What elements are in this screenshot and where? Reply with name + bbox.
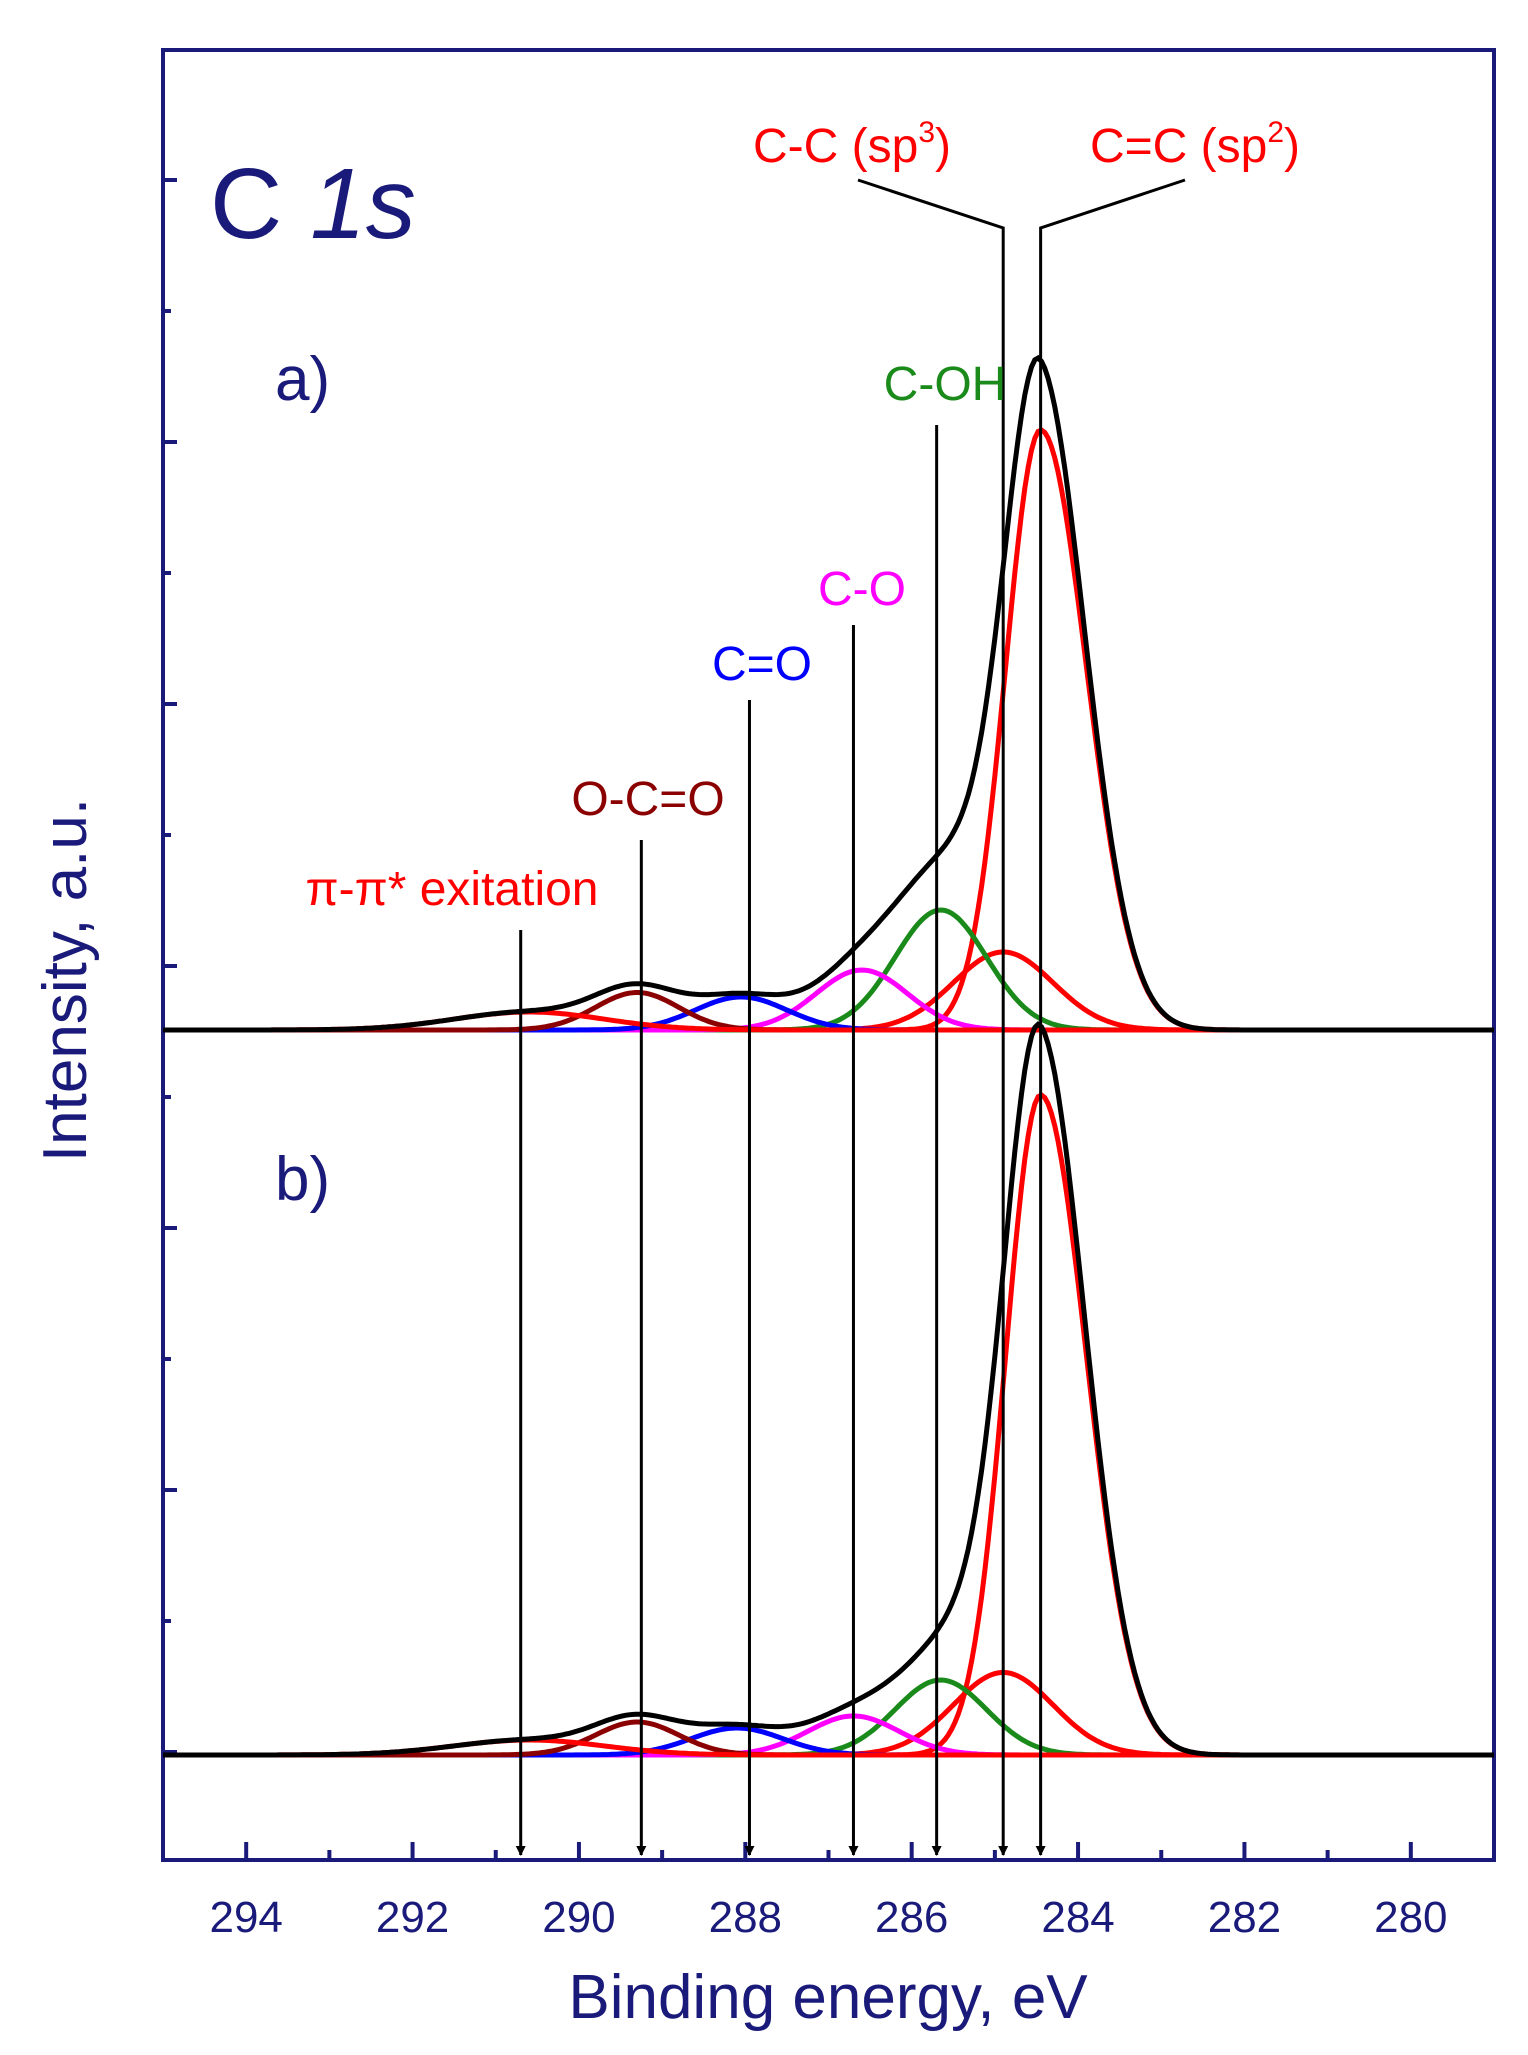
envelope-curve xyxy=(163,354,1494,1033)
component-curve-c_oh xyxy=(163,1677,1494,1758)
x-tick-label: 286 xyxy=(875,1893,948,1942)
plot-frame xyxy=(161,48,1496,1862)
title-element: C xyxy=(210,148,282,260)
component-curve-c_o xyxy=(163,967,1494,1033)
x-axis-title: Binding energy, eV xyxy=(568,1963,1088,2032)
fitted-curves xyxy=(163,354,1494,1758)
peak-label-pi_pi: π-π* exitation xyxy=(305,863,598,916)
envelope-curve xyxy=(163,1021,1494,1758)
x-tick-label: 290 xyxy=(542,1893,615,1942)
peak-label-o_c_eq_o: O-C=O xyxy=(571,773,724,826)
y-axis-title: Intensity, a.u. xyxy=(31,798,100,1162)
y-axis-ticks xyxy=(163,178,177,1754)
x-tick-label: 284 xyxy=(1041,1893,1114,1942)
component-curve-c_eq_o xyxy=(163,1725,1494,1758)
panel-label-a: a) xyxy=(275,345,330,414)
chart-title: C 1s xyxy=(210,148,416,260)
component-curve-sp2 xyxy=(163,427,1494,1033)
title-orbital: 1s xyxy=(310,148,416,260)
peak-labels: π-π* exitation O-C=O C=OC-O C-OH C-C (sp3) C=… xyxy=(305,116,1300,916)
peak-label-sp3: C-C (sp3) xyxy=(753,116,951,173)
x-tick-label: 288 xyxy=(709,1893,782,1942)
peak-label-c_eq_o: C=O xyxy=(712,638,812,691)
x-axis-ticks: 294 292 290 288 286 284 282 280 xyxy=(161,1842,1496,1942)
panel-baselines xyxy=(163,1027,1494,1758)
peak-label-c_o: C-O xyxy=(818,563,906,616)
pointer-line-sp3 xyxy=(857,178,1009,1856)
component-curve-c_eq_o xyxy=(163,994,1494,1033)
x-tick-label: 282 xyxy=(1208,1893,1281,1942)
x-tick-label: 292 xyxy=(376,1893,449,1942)
x-tick-label: 280 xyxy=(1374,1893,1447,1942)
peak-label-sp2: C=C (sp2) xyxy=(1090,116,1300,173)
peak-pointer-lines xyxy=(515,178,1186,1856)
component-curve-sp2 xyxy=(163,1092,1494,1758)
x-tick-label: 294 xyxy=(209,1893,282,1942)
panel-label-b: b) xyxy=(275,1145,330,1214)
component-curve-sp3 xyxy=(163,949,1494,1033)
pointer-line-sp2 xyxy=(1035,178,1186,1856)
peak-label-c_oh: C-OH xyxy=(884,358,1007,411)
